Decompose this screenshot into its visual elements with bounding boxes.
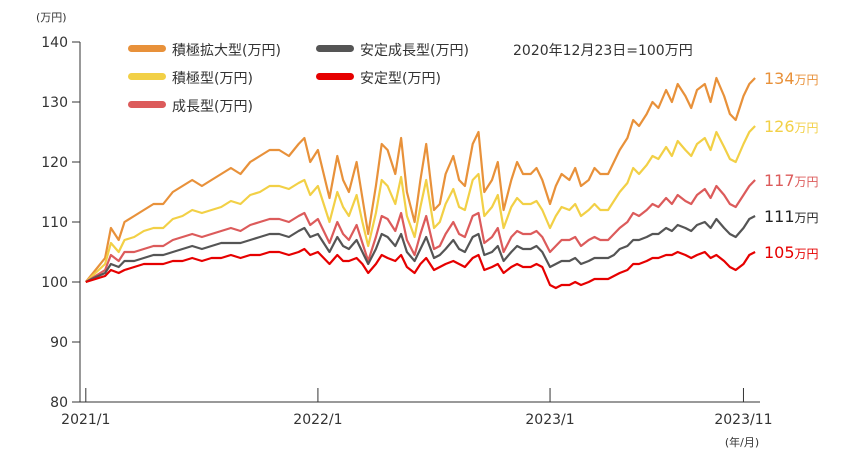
series-line-1 xyxy=(85,125,756,283)
y-tick-label: 110 xyxy=(41,215,68,231)
series-line-3 xyxy=(85,215,756,283)
y-axis: 80 90 100 110 120 130 140 xyxy=(41,35,81,411)
y-tick-label: 130 xyxy=(41,95,68,111)
legend-label-3: 安定成長型(万円) xyxy=(360,43,469,59)
series-line-0 xyxy=(84,76,756,283)
legend-label-4: 安定型(万円) xyxy=(360,71,441,87)
y-tick-label: 120 xyxy=(41,155,68,171)
x-tick-label: 2021/1 xyxy=(61,412,110,428)
end-value-label-0: 134万円 xyxy=(764,69,819,88)
legend-swatch-1 xyxy=(128,73,166,80)
y-tick-label: 140 xyxy=(41,35,68,51)
legend-swatch-4 xyxy=(316,73,354,80)
legend-label-1: 積極型(万円) xyxy=(172,71,253,87)
legend: 積極拡大型(万円) 安定成長型(万円) 積極型(万円) 安定型(万円) 成長型(万円) xyxy=(128,43,469,115)
x-tick-label: 2022/1 xyxy=(293,412,342,428)
series-line-2 xyxy=(85,179,756,283)
legend-label-2: 成長型(万円) xyxy=(172,99,253,115)
legend-swatch-2 xyxy=(128,101,166,108)
end-value-label-3: 111万円 xyxy=(764,207,819,226)
base-note: 2020年12月23日=100万円 xyxy=(513,43,693,59)
end-value-label-1: 126万円 xyxy=(764,117,819,136)
end-value-label-4: 105万円 xyxy=(764,243,819,262)
series-line-4 xyxy=(85,247,756,290)
y-tick-label: 100 xyxy=(41,275,68,291)
y-tick-label: 90 xyxy=(50,335,68,351)
x-axis: 2021/1 2022/1 2023/1 2023/11 xyxy=(61,388,773,428)
x-axis-unit-label: (年/月) xyxy=(725,435,759,449)
series-lines xyxy=(84,76,756,290)
end-value-labels: 134万円 126万円 117万円 111万円 105万円 xyxy=(764,69,819,262)
x-tick-label: 2023/11 xyxy=(714,412,772,428)
y-tick-label: 80 xyxy=(50,395,68,411)
y-axis-unit-label: (万円) xyxy=(36,11,67,24)
legend-swatch-3 xyxy=(316,45,354,52)
x-tick-label: 2023/1 xyxy=(525,412,574,428)
end-value-label-2: 117万円 xyxy=(764,171,819,190)
legend-label-0: 積極拡大型(万円) xyxy=(172,43,281,59)
legend-swatch-0 xyxy=(128,45,166,52)
